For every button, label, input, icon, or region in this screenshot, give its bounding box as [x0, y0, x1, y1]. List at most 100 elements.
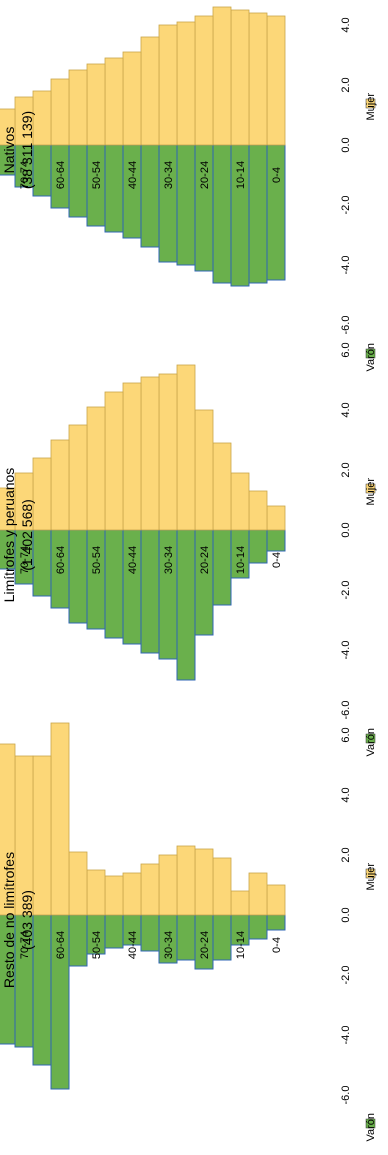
- age-label-50-54: 50-54: [91, 931, 103, 959]
- panel-title: Limítrofes y peruanos: [1, 468, 17, 603]
- legend-male: Varón: [365, 343, 377, 372]
- bar-female-10-14: [230, 890, 250, 916]
- bar-male-55-59: [68, 914, 88, 967]
- bar-male-15-19: [212, 914, 232, 961]
- bar-male-40-44: [122, 144, 142, 239]
- bar-female-30-34: [158, 854, 178, 916]
- tick-label: -4.0: [340, 256, 352, 275]
- bar-female-40-44: [122, 872, 142, 916]
- bar-male-15-19: [212, 144, 232, 284]
- age-label-20-24: 20-24: [199, 931, 211, 959]
- bar-female-75-79: [0, 743, 16, 916]
- bar-female-15-19: [212, 6, 232, 146]
- bar-female-10-14: [230, 472, 250, 531]
- bar-female-75-79: [0, 487, 16, 531]
- bar-female-15-19: [212, 857, 232, 916]
- bar-female-0-4: [266, 505, 286, 531]
- bar-male-5-9: [248, 914, 268, 940]
- pyramid-panel-2: 0-410-1420-2430-3440-4450-5460-6470-7480…: [0, 342, 377, 757]
- bar-female-55-59: [68, 424, 88, 531]
- bar-female-35-39: [140, 863, 160, 916]
- tick-label: -4.0: [340, 641, 352, 660]
- bar-female-35-39: [140, 376, 160, 531]
- age-label-30-34: 30-34: [163, 931, 175, 959]
- bar-female-0-4: [266, 884, 286, 916]
- bar-female-10-14: [230, 9, 250, 146]
- bar-female-65-69: [32, 755, 52, 916]
- legend-swatch-male: [365, 1118, 376, 1129]
- tick-label: -2.0: [340, 966, 352, 985]
- age-label-10-14: 10-14: [235, 161, 247, 189]
- panel-title: Resto de no limítrofes: [1, 852, 17, 988]
- age-label-0-4: 0-4: [271, 937, 283, 953]
- bar-female-30-34: [158, 24, 178, 146]
- tick-label: 2.0: [340, 77, 352, 92]
- bar-female-25-29: [176, 845, 196, 916]
- bar-male-65-69: [32, 144, 52, 197]
- bar-female-60-64: [50, 78, 70, 146]
- bar-female-60-64: [50, 439, 70, 531]
- bar-male-55-59: [68, 529, 88, 624]
- tick-label: -2.0: [340, 196, 352, 215]
- tick-label: 0.0: [340, 522, 352, 537]
- bar-male-35-39: [140, 144, 160, 248]
- age-label-70-74: 70-74: [19, 931, 31, 959]
- bar-male-25-29: [176, 144, 196, 266]
- age-label-70-74: 70-74: [19, 161, 31, 189]
- age-label-50-54: 50-54: [91, 161, 103, 189]
- tick-label: -2.0: [340, 581, 352, 600]
- age-label-10-14: 10-14: [235, 546, 247, 574]
- bar-male-65-69: [32, 529, 52, 597]
- panel-subtitle: (38 311 139): [19, 111, 35, 189]
- age-label-50-54: 50-54: [91, 546, 103, 574]
- bar-male-0-4: [266, 914, 286, 931]
- legend-swatch-female: [365, 483, 376, 494]
- bar-female-25-29: [176, 21, 196, 146]
- age-label-70-74: 70-74: [19, 546, 31, 574]
- bar-female-75-79: [0, 108, 16, 146]
- tick-label: 4.0: [340, 17, 352, 32]
- bar-male-15-19: [212, 529, 232, 606]
- bar-female-25-29: [176, 364, 196, 531]
- tick-label: 2.0: [340, 462, 352, 477]
- legend-swatch-male: [365, 348, 376, 359]
- bar-female-5-9: [248, 872, 268, 916]
- legend-male: Varón: [365, 728, 377, 757]
- age-label-60-64: 60-64: [55, 546, 67, 574]
- age-label-40-44: 40-44: [127, 931, 139, 959]
- age-label-20-24: 20-24: [199, 546, 211, 574]
- age-label-40-44: 40-44: [127, 161, 139, 189]
- bar-male-5-9: [248, 529, 268, 564]
- panel-title: Nativos: [1, 127, 17, 174]
- bar-female-15-19: [212, 442, 232, 531]
- bar-female-45-49: [104, 391, 124, 531]
- bar-female-45-49: [104, 57, 124, 146]
- bar-male-55-59: [68, 144, 88, 218]
- bar-male-45-49: [104, 144, 124, 233]
- legend-swatch-female: [365, 98, 376, 109]
- bar-female-50-54: [86, 63, 106, 146]
- bar-female-40-44: [122, 382, 142, 531]
- legend-swatch-male: [365, 733, 376, 744]
- tick-label: 0.0: [340, 137, 352, 152]
- age-label-0-4: 0-4: [271, 167, 283, 183]
- bar-male-25-29: [176, 529, 196, 681]
- bar-male-45-49: [104, 914, 124, 949]
- bar-female-5-9: [248, 12, 268, 146]
- pyramid-panel-1: 0-410-1420-2430-3440-4450-5460-6470-7480…: [0, 6, 377, 372]
- bar-male-20-24: [194, 529, 214, 636]
- legend-female: Mujer: [365, 863, 377, 891]
- bar-male-5-9: [248, 144, 268, 284]
- panel-subtitle: (1 402 568): [19, 499, 35, 571]
- bar-female-60-64: [50, 722, 70, 916]
- bar-female-5-9: [248, 490, 268, 531]
- bar-female-0-4: [266, 15, 286, 146]
- bar-female-55-59: [68, 851, 88, 916]
- bar-male-25-29: [176, 914, 196, 961]
- tick-label: -6.0: [340, 701, 352, 720]
- bar-male-35-39: [140, 914, 160, 952]
- bar-female-65-69: [32, 90, 52, 146]
- age-label-0-4: 0-4: [271, 552, 283, 568]
- age-label-60-64: 60-64: [55, 931, 67, 959]
- age-label-10-14: 10-14: [235, 931, 247, 959]
